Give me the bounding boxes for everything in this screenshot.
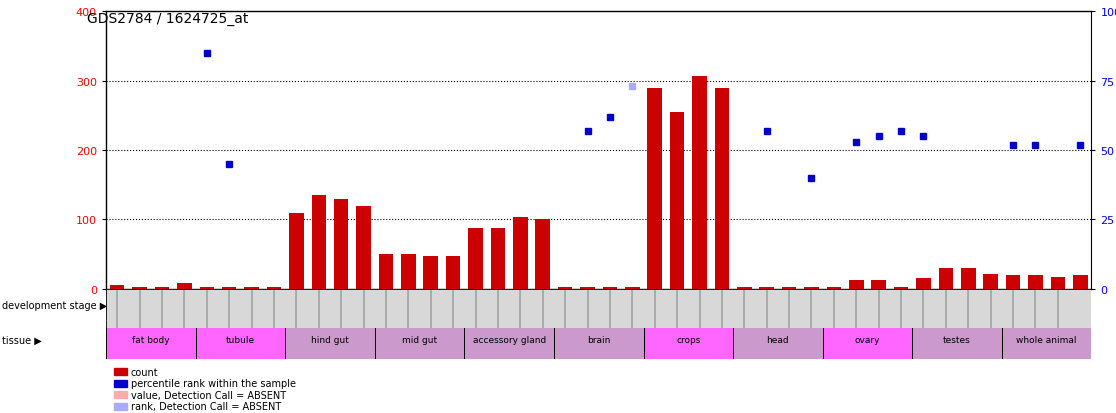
Bar [647,88,662,289]
Bar [401,254,415,289]
Bar [106,321,195,359]
Bar [469,228,483,289]
Bar [939,268,953,289]
Bar [558,287,573,289]
Text: whole animal: whole animal [1017,336,1077,344]
Text: mid gut: mid gut [402,336,437,344]
Bar [759,287,775,289]
Text: tissue ▶: tissue ▶ [2,335,42,345]
Bar [110,286,125,289]
Text: value, Detection Call = ABSENT: value, Detection Call = ABSENT [131,390,286,400]
Bar [961,268,975,289]
Bar [692,77,706,289]
Bar [1050,278,1065,289]
Bar [603,287,617,289]
Bar [805,287,819,289]
Bar [1072,275,1087,289]
Bar [155,287,170,289]
Bar [286,290,1091,320]
Text: tubule: tubule [225,336,254,344]
Bar [289,213,304,289]
Bar [311,196,326,289]
Text: count: count [131,367,158,377]
Bar [513,218,528,289]
Bar [625,287,639,289]
Bar [1028,275,1042,289]
Bar [1006,275,1020,289]
Bar [580,287,595,289]
Bar [423,256,439,289]
Text: larva: larva [182,300,210,310]
Bar [286,321,375,359]
Bar [334,199,348,289]
Bar [133,287,147,289]
Bar [827,287,841,289]
Text: development stage ▶: development stage ▶ [2,300,107,310]
Bar [356,206,371,289]
Bar [737,287,751,289]
Bar [177,284,192,289]
Bar [267,287,281,289]
Bar [244,287,259,289]
Bar [714,88,729,289]
Bar [822,321,912,359]
Text: crops: crops [676,336,701,344]
Bar [670,113,684,289]
Bar [491,228,506,289]
Bar [222,287,237,289]
Bar [536,220,550,289]
Bar [912,321,1002,359]
Bar [644,321,733,359]
Text: rank, Detection Call = ABSENT: rank, Detection Call = ABSENT [131,401,281,411]
Bar [894,287,908,289]
Text: GDS2784 / 1624725_at: GDS2784 / 1624725_at [87,12,248,26]
Bar [200,287,214,289]
Bar [782,287,797,289]
Text: fat body: fat body [132,336,170,344]
Bar [872,281,886,289]
Text: head: head [767,336,789,344]
Bar [1002,321,1091,359]
Bar [464,321,554,359]
Bar [733,321,822,359]
Text: percentile rank within the sample: percentile rank within the sample [131,378,296,388]
Bar [849,281,864,289]
Text: testes: testes [943,336,971,344]
Text: brain: brain [587,336,610,344]
Text: accessory gland: accessory gland [472,336,546,344]
Bar [554,321,644,359]
Bar [446,256,461,289]
Bar [106,290,286,320]
Text: hind gut: hind gut [311,336,349,344]
Bar [378,254,393,289]
Bar [375,321,464,359]
Bar [983,274,998,289]
Text: ovary: ovary [855,336,881,344]
Bar [195,321,286,359]
Text: adult: adult [674,300,703,310]
Bar [916,279,931,289]
